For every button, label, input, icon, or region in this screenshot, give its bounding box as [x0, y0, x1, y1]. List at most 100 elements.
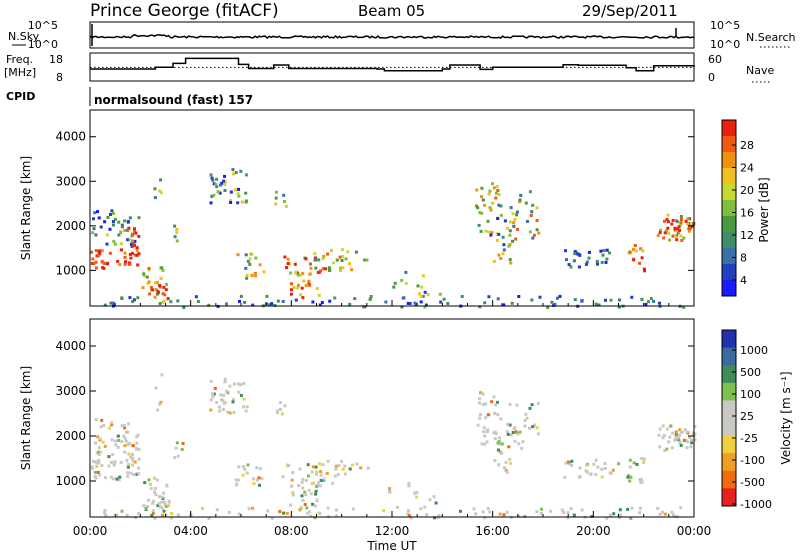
data-cell — [628, 479, 632, 483]
data-cell — [658, 445, 662, 449]
data-cell — [508, 423, 512, 427]
data-cell — [420, 285, 424, 289]
data-cell — [494, 403, 498, 407]
data-cell — [475, 204, 479, 208]
data-cell — [656, 506, 660, 510]
data-cell — [605, 516, 609, 520]
data-cell — [159, 191, 163, 195]
data-cell — [127, 452, 131, 456]
data-cell — [239, 169, 243, 173]
data-cell — [262, 270, 266, 274]
data-cell — [640, 477, 643, 481]
data-cell — [91, 460, 95, 464]
data-cell — [400, 305, 404, 309]
data-cell — [131, 444, 135, 448]
data-cell — [110, 423, 114, 427]
data-cell — [663, 512, 667, 516]
data-cell — [490, 231, 494, 235]
data-cell — [251, 506, 255, 510]
data-cell — [291, 493, 295, 497]
data-cell — [494, 196, 498, 200]
data-cell — [573, 250, 577, 254]
data-cell — [156, 504, 160, 507]
data-cell — [123, 426, 127, 430]
data-cell — [520, 446, 524, 450]
data-cell — [402, 296, 406, 300]
data-cell — [220, 181, 224, 185]
data-cell — [609, 298, 613, 302]
colorbar-tick-label: 12 — [740, 229, 754, 242]
data-cell — [135, 447, 139, 451]
data-cell — [486, 507, 490, 510]
data-cell — [158, 283, 162, 287]
data-cell — [245, 273, 249, 277]
data-cell — [351, 507, 355, 511]
data-cell — [486, 428, 490, 432]
data-cell — [162, 500, 166, 504]
colorbar-segment — [722, 216, 736, 233]
data-cell — [307, 281, 311, 285]
data-cell — [578, 466, 582, 470]
data-cell — [481, 403, 485, 406]
data-cell — [508, 233, 512, 237]
noise-series-line — [89, 24, 695, 46]
data-cell — [505, 470, 509, 474]
data-cell — [691, 432, 695, 436]
data-cell — [274, 202, 278, 206]
data-cell — [122, 434, 126, 438]
data-cell — [258, 483, 261, 487]
data-cell — [577, 265, 581, 269]
data-cell — [549, 509, 553, 513]
data-cell — [657, 433, 661, 437]
data-cell — [671, 513, 675, 517]
data-cell — [686, 221, 689, 225]
data-cell — [426, 293, 430, 297]
data-cell — [421, 274, 425, 278]
data-cell — [111, 301, 115, 305]
data-cell — [475, 188, 479, 192]
data-cell — [116, 446, 120, 449]
data-cell — [491, 182, 494, 186]
data-cell — [476, 423, 480, 427]
data-cell — [524, 201, 528, 205]
data-cell — [341, 266, 345, 270]
data-cell — [406, 512, 410, 516]
data-cell — [117, 438, 121, 442]
colorbar-segment — [722, 330, 736, 349]
data-cell — [578, 475, 582, 478]
colorbar-segment — [722, 248, 736, 265]
data-cell — [566, 516, 570, 520]
data-cell — [674, 430, 678, 434]
data-cell — [259, 467, 262, 471]
data-cell — [284, 204, 288, 208]
data-cell — [675, 220, 679, 224]
data-cell — [500, 442, 504, 446]
data-cell — [666, 220, 670, 224]
data-cell — [94, 249, 98, 252]
data-cell — [120, 223, 124, 227]
data-cell — [480, 442, 484, 446]
data-cell — [120, 424, 124, 428]
data-cell — [505, 510, 509, 514]
data-cell — [292, 286, 296, 289]
data-cell — [523, 424, 527, 428]
data-cell — [153, 196, 157, 200]
data-cell — [309, 514, 313, 518]
beam-label: Beam 05 — [358, 2, 425, 20]
data-cell — [531, 236, 535, 240]
data-cell — [293, 262, 297, 266]
freq-unit-label: [MHz] — [4, 66, 36, 79]
data-cell — [661, 424, 665, 428]
data-cell — [107, 464, 111, 468]
data-cell — [95, 451, 99, 455]
data-cell — [678, 428, 682, 432]
data-cell — [432, 495, 436, 499]
data-cell — [434, 501, 438, 505]
data-cell — [127, 422, 130, 426]
data-cell — [338, 255, 342, 259]
data-cell — [309, 262, 312, 266]
data-cell — [326, 506, 330, 510]
data-cell — [509, 206, 513, 210]
data-cell — [509, 261, 513, 265]
data-cell — [490, 400, 494, 404]
